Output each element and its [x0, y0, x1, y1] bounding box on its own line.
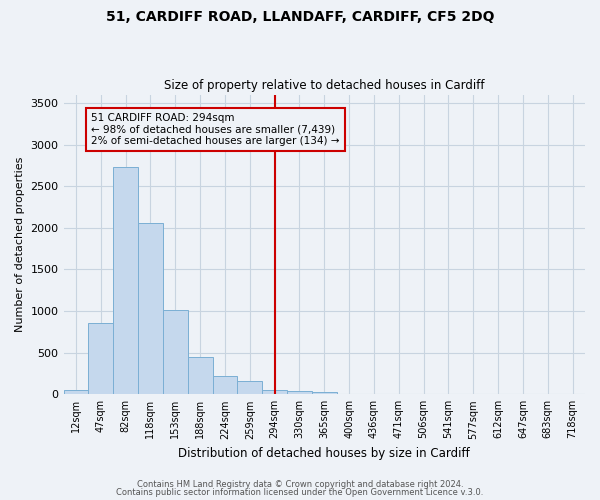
Bar	[212, 376, 238, 394]
Bar	[312, 392, 337, 394]
Text: 51 CARDIFF ROAD: 294sqm
← 98% of detached houses are smaller (7,439)
2% of semi-: 51 CARDIFF ROAD: 294sqm ← 98% of detache…	[91, 113, 340, 146]
Bar	[64, 390, 88, 394]
Bar	[287, 390, 312, 394]
Bar	[262, 390, 287, 394]
Y-axis label: Number of detached properties: Number of detached properties	[15, 156, 25, 332]
Bar	[88, 323, 113, 394]
Title: Size of property relative to detached houses in Cardiff: Size of property relative to detached ho…	[164, 79, 485, 92]
X-axis label: Distribution of detached houses by size in Cardiff: Distribution of detached houses by size …	[178, 447, 470, 460]
Bar	[163, 310, 188, 394]
Text: Contains public sector information licensed under the Open Government Licence v.: Contains public sector information licen…	[116, 488, 484, 497]
Bar	[188, 357, 212, 395]
Bar	[113, 167, 138, 394]
Text: 51, CARDIFF ROAD, LLANDAFF, CARDIFF, CF5 2DQ: 51, CARDIFF ROAD, LLANDAFF, CARDIFF, CF5…	[106, 10, 494, 24]
Bar	[138, 223, 163, 394]
Text: Contains HM Land Registry data © Crown copyright and database right 2024.: Contains HM Land Registry data © Crown c…	[137, 480, 463, 489]
Bar	[238, 382, 262, 394]
